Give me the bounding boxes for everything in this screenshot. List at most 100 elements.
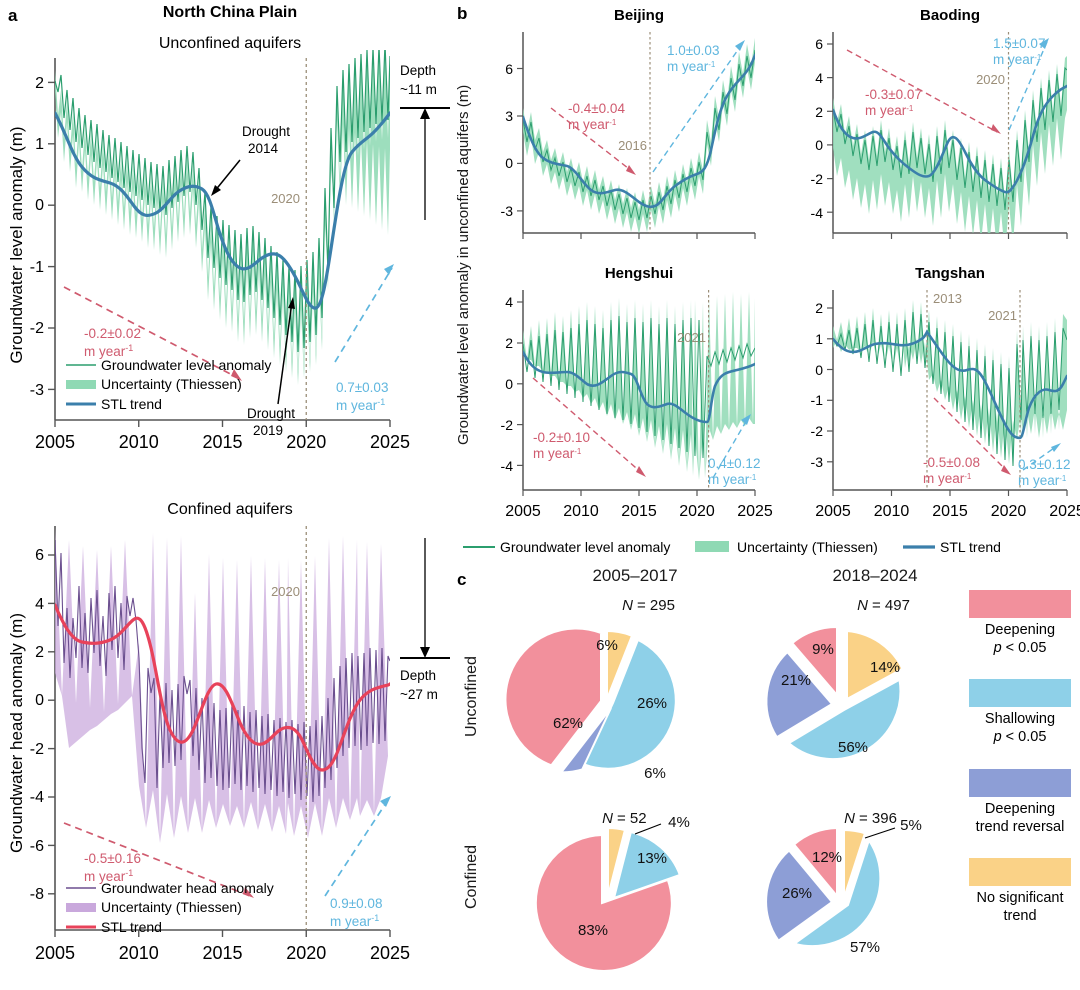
svg-text:-1: -1 (811, 392, 824, 408)
beijing-title: Beijing (614, 7, 664, 24)
confined-subtitle: Confined aquifers (167, 501, 292, 518)
beijing-anomaly-line (523, 49, 755, 221)
hengshui-rate-late-unit: m year-1 (708, 472, 757, 487)
beijing-rate-early: -0.4±0.04 (568, 101, 625, 116)
svg-text:0: 0 (815, 362, 823, 378)
pie-1-slice-shallowing (582, 638, 677, 770)
pie-3-slice-shallowing (612, 830, 682, 900)
pie-3-label-nosig: 4% (668, 814, 690, 831)
hengshui-anomaly-line (523, 315, 755, 459)
groundwater-level-anomaly-line-unconfined (55, 50, 390, 353)
svg-text:2010: 2010 (119, 943, 159, 963)
stl-trend-line-confined (55, 603, 390, 772)
panel-c-row-label-0: Unconfined (463, 656, 480, 738)
svg-text:2020: 2020 (991, 503, 1027, 520)
tangshan-rate-late-unit: m year-1 (1018, 473, 1067, 488)
hengshui-breakpoint-label: 2021 (677, 330, 706, 345)
panel-c-legend: Deepening p < 0.05 Shallowing p < 0.05 D… (960, 590, 1080, 925)
svg-text:Groundwater level anomaly: Groundwater level anomaly (101, 357, 271, 373)
unconfined-subtitle: Unconfined aquifers (159, 35, 301, 52)
svg-text:2019: 2019 (253, 423, 283, 438)
svg-text:2025: 2025 (370, 432, 410, 452)
legend-swatch-deepening (969, 590, 1071, 618)
baoding-title: Baoding (920, 7, 980, 24)
baoding-rate-late-unit: m year-1 (993, 52, 1042, 67)
svg-text:2025: 2025 (1049, 503, 1080, 520)
tangshan-rate-early-unit: m year-1 (923, 471, 972, 486)
svg-text:2015: 2015 (202, 432, 242, 452)
panel-b-charts: Beijing 6 3 0 -3 -0.4±0.04 (463, 7, 1080, 555)
svg-text:2025: 2025 (370, 943, 410, 963)
svg-text:2: 2 (35, 644, 44, 661)
pie-2-n: N (857, 597, 868, 614)
depth-label-l1: Depth (400, 63, 436, 78)
tangshan-trend-arrow-late (1022, 443, 1061, 471)
svg-text:2020: 2020 (286, 943, 326, 963)
baoding-trend-arrow-late (1008, 38, 1049, 131)
baoding-axes: 6 4 2 0 -2 -4 (811, 32, 1068, 239)
stl-trend-line-unconfined (55, 111, 390, 310)
svg-text:-2: -2 (30, 320, 44, 337)
legend-label-reversal-l1: Deepening (984, 800, 1056, 817)
depth-marker-confined: Depth ~27 m (400, 538, 450, 702)
legend-label-shallowing-l1: Shallowing (984, 711, 1056, 728)
panel-b-legend: Groundwater level anomaly Uncertainty (T… (463, 539, 1001, 555)
svg-text:1: 1 (815, 331, 823, 347)
svg-text:-2: -2 (501, 417, 514, 433)
pie-1-slice-deepening (504, 627, 602, 767)
svg-text:6: 6 (35, 547, 44, 564)
depth-marker-unconfined: Depth ~11 m (400, 63, 450, 220)
svg-text:-4: -4 (501, 458, 514, 474)
hengshui-rate-late: 0.4±0.12 (708, 456, 760, 471)
panel-c-col-header-1: 2018–2024 (832, 566, 918, 585)
beijing-breakpoint-label: 2016 (618, 138, 647, 153)
svg-text:2020: 2020 (679, 503, 715, 520)
panel-c-row-label-1: Confined (463, 844, 480, 910)
panel-c: c 2005–2017 2018–2024 Unconfined Confine… (455, 562, 1080, 978)
svg-text:2010: 2010 (874, 503, 910, 520)
baoding-breakpoint-label: 2020 (976, 72, 1005, 87)
trend-rate-late-unconfined-unit: m year-1 (336, 397, 385, 413)
hengshui-stl-trend (523, 350, 755, 424)
svg-text:-4: -4 (811, 205, 824, 221)
panel-b-legend-label-0: Groundwater level anomaly (500, 539, 670, 555)
pie-unconfined-2005-2017: N = 295 6% 26% 6% 62% (504, 597, 677, 782)
svg-text:2010: 2010 (563, 503, 599, 520)
baoding-stl-trend (833, 84, 1067, 194)
depth-label-l2: ~11 m (400, 82, 437, 97)
panel-a-bottom-chart: Confined aquifers Groundwater head anoma… (7, 501, 450, 963)
svg-text:2: 2 (815, 104, 823, 120)
pie-1-label-deepening: 62% (553, 715, 583, 732)
svg-text:0: 0 (505, 155, 513, 171)
svg-text:0: 0 (505, 376, 513, 392)
breakpoint-2020-label-confined: 2020 (271, 584, 300, 599)
svg-text:2015: 2015 (621, 503, 657, 520)
hengshui-rate-early-unit: m year-1 (533, 446, 582, 461)
svg-text:2015: 2015 (932, 503, 968, 520)
pie-1-label-shallowing: 26% (637, 695, 667, 712)
trend-rate-early-confined-unit: m year-1 (84, 868, 133, 884)
tangshan-axes: 2 1 0 -1 -2 -3 2005 2010 2015 2020 2025 (811, 290, 1080, 520)
svg-text:STL trend: STL trend (101, 919, 162, 935)
beijing-rate-early-unit: m year-1 (568, 117, 617, 132)
svg-text:Uncertainty (Thiessen): Uncertainty (Thiessen) (101, 376, 242, 392)
baoding-rate-early: -0.3±0.07 (865, 87, 922, 102)
svg-text:1: 1 (35, 136, 44, 153)
baoding-trend-arrow-early (846, 49, 1001, 134)
baoding-rate-early-unit: m year-1 (865, 103, 914, 118)
svg-text:6: 6 (815, 36, 823, 52)
panel-c-letter: c (457, 570, 467, 589)
pie-confined-2005-2017: N = 52 4% 13% 83% (534, 810, 690, 972)
panel-a-bottom-legend: Groundwater head anomaly Uncertainty (Th… (66, 880, 274, 935)
svg-text:-3: -3 (501, 203, 514, 219)
panel-b-legend-label-2: STL trend (940, 539, 1001, 555)
panel-c-pies: N = 295 6% 26% 6% 62% N = 497 (504, 597, 922, 972)
hengshui-trend-arrow-late (712, 414, 751, 479)
hengshui-title: Hengshui (605, 265, 673, 282)
trend-arrow-early-confined (63, 822, 254, 898)
svg-text:-3: -3 (811, 454, 824, 470)
tangshan-rate-early: -0.5±0.08 (923, 455, 980, 470)
pie-4-slice-reversal (765, 849, 834, 943)
svg-text:2005: 2005 (35, 943, 75, 963)
legend-label-reversal-l2: trend reversal (975, 818, 1065, 835)
